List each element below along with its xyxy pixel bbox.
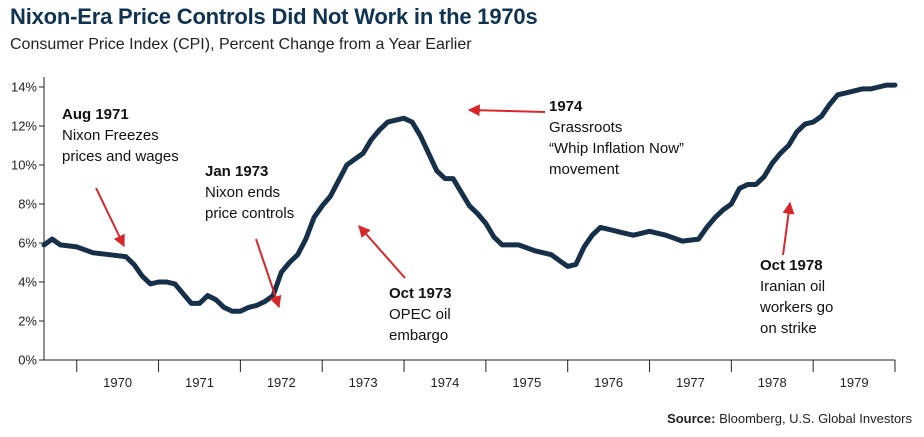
x-tick-label: 1978 [758,375,787,390]
annotation-text: Iranian oil [760,278,825,295]
annotation-text: workers go [759,299,833,316]
annotation-heading: 1974 [549,98,583,115]
annotation-text: embargo [389,327,448,344]
source-note: Source: Bloomberg, U.S. Global Investors [667,411,912,426]
annotation-arrow [782,201,795,256]
x-tick-label: 1970 [103,375,132,390]
annotations-layer: Aug 1971 Nixon Freezes prices and wages Jan… [62,98,833,344]
x-tick-label: 1975 [512,375,541,390]
y-axis: 0% 2% 4% 6% 8% 10% 12% 14% [11,77,45,368]
y-tick-label: 14% [11,80,37,95]
annotation-arrow [255,238,282,309]
annotation-arrow [358,225,406,279]
x-tick-label: 1972 [267,375,296,390]
annotation-text: movement [549,161,620,178]
y-tick-label: 4% [18,275,37,290]
source-text: Bloomberg, U.S. Global Investors [715,411,912,426]
annotation-arrow [95,187,125,248]
series-layer [41,82,898,314]
annotation-heading: Oct 1973 [389,285,452,302]
annotation-text: on strike [760,320,817,337]
annotation-text: prices and wages [62,148,179,165]
chart-subtitle: Consumer Price Index (CPI), Percent Chan… [10,36,472,53]
y-tick-label: 12% [11,119,37,134]
y-tick-label: 10% [11,158,37,173]
x-axis: 1970 1971 1972 1973 1974 1975 1976 1977 1978 1979 [44,359,896,390]
x-tick-label: 1976 [594,375,623,390]
source-label: Source: [667,411,716,426]
y-tick-label: 0% [18,353,37,368]
x-tick-label: 1974 [430,375,459,390]
cpi-series-line [41,82,898,314]
annotation-heading: Aug 1971 [62,106,129,123]
y-tick-label: 6% [18,236,37,251]
x-tick-label: 1971 [185,375,214,390]
annotation-arrow [467,104,546,117]
annotation-text: Nixon Freezes [62,127,159,144]
annotation-text: Nixon ends [205,184,280,201]
annotation-text: price controls [205,205,294,222]
x-tick-label: 1979 [840,375,869,390]
annotation-heading: Jan 1973 [205,163,268,180]
chart-title: Nixon-Era Price Controls Did Not Work in… [10,4,538,29]
x-tick-label: 1973 [349,375,378,390]
y-tick-label: 8% [18,197,37,212]
x-tick-label: 1977 [676,375,705,390]
annotation-text: “Whip Inflation Now” [549,140,684,157]
annotation-text: Grassroots [549,119,622,136]
annotation-heading: Oct 1978 [760,257,823,274]
annotation-text: OPEC oil [389,306,451,323]
y-tick-label: 2% [18,314,37,329]
